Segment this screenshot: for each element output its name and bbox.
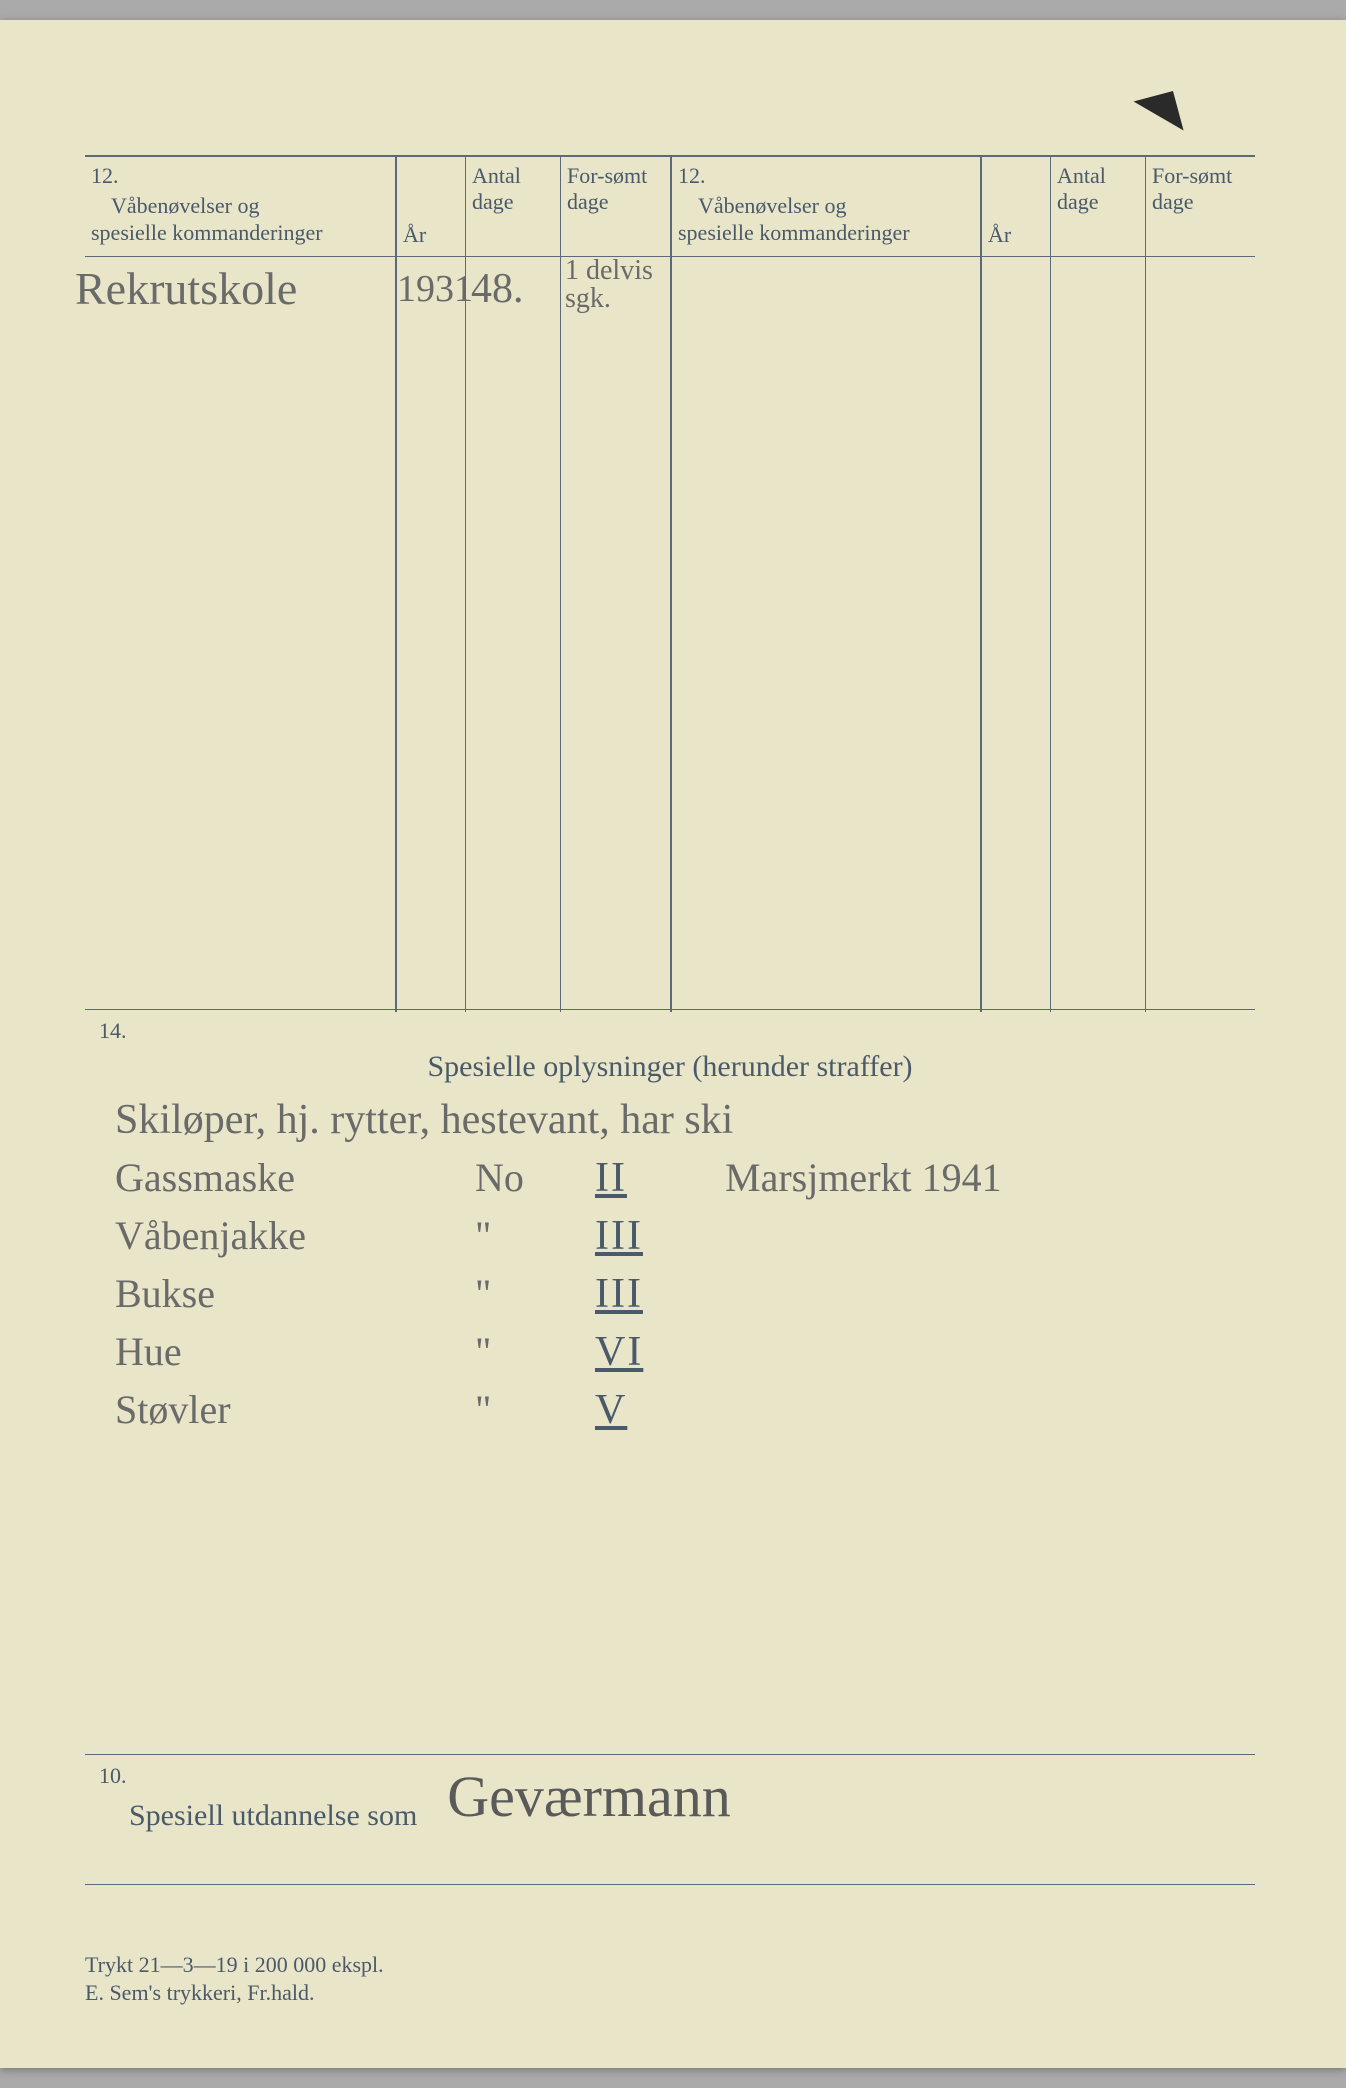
- col-header-days: Antal dage: [1050, 157, 1145, 256]
- section-10: 10. Spesiell utdannelse som Geværmann: [85, 1755, 1255, 1885]
- equipment-row: Bukse " III: [115, 1270, 1225, 1328]
- section-14-content: Skiløper, hj. rytter, hestevant, har ski…: [115, 1096, 1225, 1444]
- equip-value: III: [595, 1270, 695, 1318]
- section-number: 10.: [99, 1763, 417, 1789]
- col-days: 48.: [465, 257, 560, 1012]
- equip-extra: Marsjmerkt 1941: [695, 1154, 1225, 1201]
- form-area: 12. Våbenøvelser og spesielle kommanderi…: [85, 155, 1255, 1885]
- col-header-missed: For-sømt dage: [1145, 157, 1250, 256]
- header-text-1: Våbenøvelser og: [91, 193, 389, 219]
- col-header-desc: 12. Våbenøvelser og spesielle kommanderi…: [85, 157, 395, 256]
- col-header-year: År: [980, 157, 1050, 256]
- equip-label: Bukse: [115, 1270, 475, 1317]
- size-word: ": [475, 1328, 595, 1375]
- entry-days: 48.: [471, 265, 524, 313]
- header-text-2: spesielle kommanderinger: [678, 220, 974, 246]
- footer-line-1: Trykt 21—3—19 i 200 000 ekspl.: [85, 1951, 384, 1980]
- equip-label: Hue: [115, 1328, 475, 1375]
- col-missed: 1 delvis sgk.: [560, 257, 665, 1012]
- section-12-left: 12. Våbenøvelser og spesielle kommanderi…: [85, 157, 670, 1009]
- ink-mark: ◥: [1132, 73, 1200, 127]
- col-missed: [1145, 257, 1250, 1012]
- section-14-title: Spesielle oplysninger (herunder straffer…: [99, 1050, 1241, 1084]
- equip-value: VI: [595, 1328, 695, 1376]
- equipment-row: Hue " VI: [115, 1328, 1225, 1386]
- col-header-missed: For-sømt dage: [560, 157, 665, 256]
- col-header-year: År: [395, 157, 465, 256]
- equipment-row: Gassmaske No II Marsjmerkt 1941: [115, 1154, 1225, 1212]
- section-12-right: 12. Våbenøvelser og spesielle kommanderi…: [670, 157, 1255, 1009]
- col-days: [1050, 257, 1145, 1012]
- entry-desc: Rekrutskole: [75, 262, 297, 315]
- equip-label: Gassmaske: [115, 1154, 475, 1201]
- section-number: 12.: [678, 163, 974, 189]
- col-desc: [670, 257, 980, 1012]
- size-word: ": [475, 1270, 595, 1317]
- col-desc: Rekrutskole: [85, 257, 395, 1012]
- entry-missed: 1 delvis sgk.: [565, 257, 660, 313]
- section-10-label-col: 10. Spesiell utdannelse som: [99, 1763, 417, 1833]
- footer-line-2: E. Sem's trykkeri, Fr.hald.: [85, 1979, 384, 2008]
- equipment-row: Våbenjakke " III: [115, 1212, 1225, 1270]
- print-footer: Trykt 21—3—19 i 200 000 ekspl. E. Sem's …: [85, 1951, 384, 2008]
- col-year: [980, 257, 1050, 1012]
- col-year: 1931: [395, 257, 465, 1012]
- col-header-desc: 12. Våbenøvelser og spesielle kommanderi…: [670, 157, 980, 256]
- equip-value: II: [595, 1154, 695, 1202]
- entry-year: 1931: [397, 267, 473, 311]
- section-12-right-header: 12. Våbenøvelser og spesielle kommanderi…: [670, 157, 1255, 257]
- equip-label: Våbenjakke: [115, 1212, 475, 1259]
- section-12-right-body: [670, 257, 1255, 1012]
- line1-text: Skiløper, hj. rytter, hestevant, har ski: [115, 1096, 733, 1144]
- section-12-left-header: 12. Våbenøvelser og spesielle kommanderi…: [85, 157, 670, 257]
- section-number: 12.: [91, 163, 389, 189]
- section-10-value: Geværmann: [447, 1763, 731, 1830]
- equip-label: Støvler: [115, 1386, 475, 1433]
- header-text-2: spesielle kommanderinger: [91, 220, 389, 246]
- document-page: ◥ 12. Våbenøvelser og spesielle kommande…: [0, 20, 1346, 2068]
- size-word: ": [475, 1386, 595, 1433]
- section-12-left-body: Rekrutskole 1931 48. 1 delvis sgk.: [85, 257, 670, 1012]
- header-text-1: Våbenøvelser og: [678, 193, 974, 219]
- section-10-label: Spesiell utdannelse som: [129, 1799, 417, 1833]
- size-word: ": [475, 1212, 595, 1259]
- notes-line-1: Skiløper, hj. rytter, hestevant, har ski: [115, 1096, 1225, 1154]
- section-14: 14. Spesielle oplysninger (herunder stra…: [85, 1010, 1255, 1755]
- section-12: 12. Våbenøvelser og spesielle kommanderi…: [85, 155, 1255, 1010]
- equip-value: V: [595, 1386, 695, 1434]
- section-number: 14.: [99, 1018, 1241, 1044]
- equipment-row: Støvler " V: [115, 1386, 1225, 1444]
- col-header-days: Antal dage: [465, 157, 560, 256]
- size-word: No: [475, 1154, 595, 1201]
- equip-value: III: [595, 1212, 695, 1260]
